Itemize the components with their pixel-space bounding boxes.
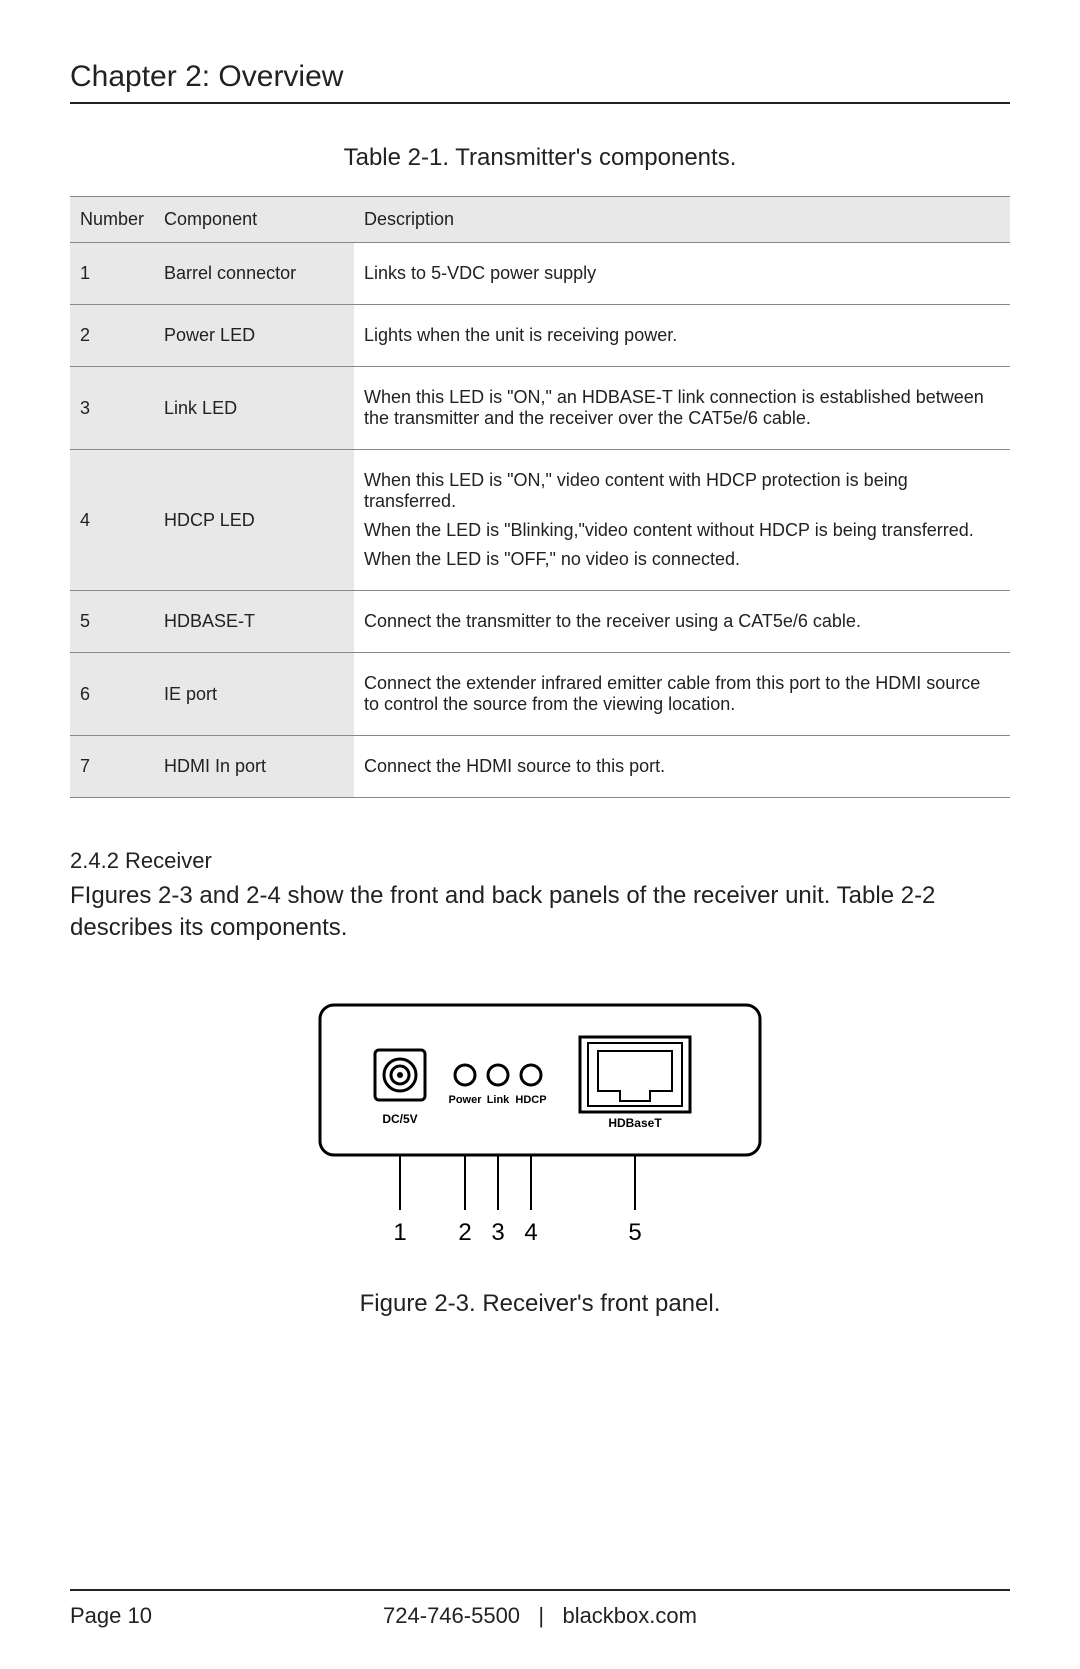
cell-number: 6 — [70, 653, 154, 736]
label-link: Link — [487, 1094, 510, 1106]
cell-number: 5 — [70, 591, 154, 653]
cell-description: Connect the extender infrared emitter ca… — [354, 653, 1010, 736]
label-hdbaset: HDBaseT — [608, 1116, 662, 1130]
cell-component: HDBASE-T — [154, 591, 354, 653]
figure-receiver-front: DC/5V Power Link HDCP HDBaseT — [70, 995, 1010, 1318]
callout-1: 1 — [393, 1219, 406, 1246]
th-component: Component — [154, 197, 354, 243]
table-row: 6IE portConnect the extender infrared em… — [70, 653, 1010, 736]
th-number: Number — [70, 197, 154, 243]
cell-number: 2 — [70, 305, 154, 367]
table-row: 3Link LEDWhen this LED is "ON," an HDBAS… — [70, 367, 1010, 450]
cell-number: 7 — [70, 736, 154, 798]
callout-5: 5 — [628, 1219, 641, 1246]
th-description: Description — [354, 197, 1010, 243]
cell-component: Link LED — [154, 367, 354, 450]
table-caption: Table 2-1. Transmitter's components. — [70, 144, 1010, 172]
cell-description: Connect the transmitter to the receiver … — [354, 591, 1010, 653]
table-row: 5HDBASE-TConnect the transmitter to the … — [70, 591, 1010, 653]
callout-3: 3 — [491, 1219, 504, 1246]
components-table: Number Component Description 1Barrel con… — [70, 196, 1010, 798]
cell-component: IE port — [154, 653, 354, 736]
cell-number: 1 — [70, 243, 154, 305]
table-row: 4HDCP LEDWhen this LED is "ON," video co… — [70, 450, 1010, 591]
callout-4: 4 — [524, 1219, 537, 1246]
callout-2: 2 — [458, 1219, 471, 1246]
receiver-front-svg: DC/5V Power Link HDCP HDBaseT — [280, 995, 800, 1255]
footer-site: blackbox.com — [562, 1603, 697, 1628]
cell-description: When this LED is "ON," video content wit… — [354, 450, 1010, 591]
label-dc5v: DC/5V — [382, 1112, 417, 1126]
table-row: 7HDMI In portConnect the HDMI source to … — [70, 736, 1010, 798]
cell-component: Power LED — [154, 305, 354, 367]
figure-caption: Figure 2-3. Receiver's front panel. — [70, 1290, 1010, 1318]
cell-number: 3 — [70, 367, 154, 450]
label-hdcp: HDCP — [515, 1094, 546, 1106]
cell-number: 4 — [70, 450, 154, 591]
chapter-title: Chapter 2: Overview — [70, 60, 1010, 104]
cell-component: HDCP LED — [154, 450, 354, 591]
cell-description: Lights when the unit is receiving power. — [354, 305, 1010, 367]
table-row: 1Barrel connectorLinks to 5-VDC power su… — [70, 243, 1010, 305]
footer-phone: 724-746-5500 — [383, 1603, 520, 1628]
cell-description: Links to 5-VDC power supply — [354, 243, 1010, 305]
subsection-body: FIgures 2-3 and 2-4 show the front and b… — [70, 880, 1010, 945]
cell-component: Barrel connector — [154, 243, 354, 305]
footer-sep: | — [538, 1603, 544, 1628]
cell-component: HDMI In port — [154, 736, 354, 798]
table-row: 2Power LEDLights when the unit is receiv… — [70, 305, 1010, 367]
page-footer: Page 10 724-746-5500 | blackbox.com — [70, 1589, 1010, 1629]
label-power: Power — [448, 1094, 482, 1106]
cell-description: Connect the HDMI source to this port. — [354, 736, 1010, 798]
subsection-title: 2.4.2 Receiver — [70, 848, 1010, 874]
cell-description: When this LED is "ON," an HDBASE-T link … — [354, 367, 1010, 450]
footer-page: Page 10 — [70, 1603, 220, 1629]
